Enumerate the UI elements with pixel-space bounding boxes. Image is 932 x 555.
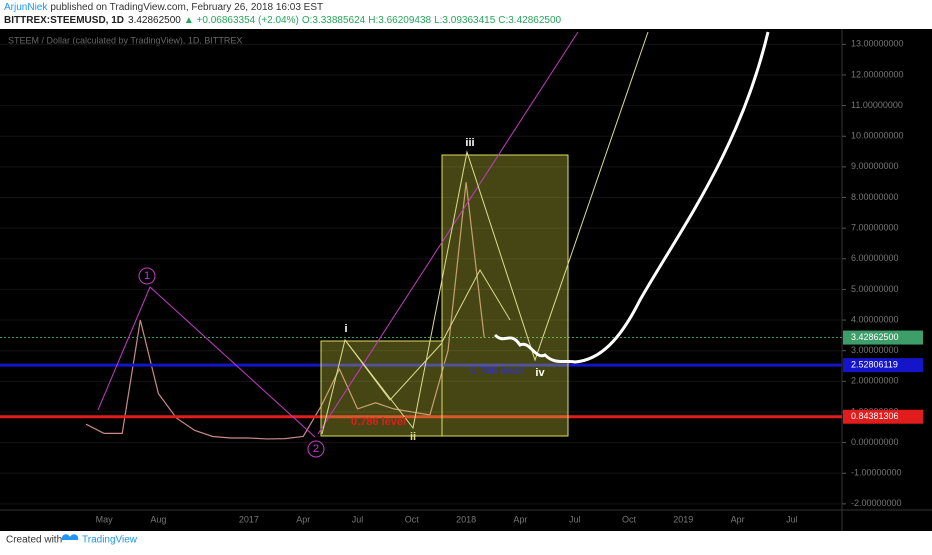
trend-line [317, 31, 579, 435]
symbol: BITTREX:STEEMUSD, 1D [4, 15, 124, 26]
wave-circle [307, 440, 325, 458]
plot: -2.00000000-1.000000000.000000001.000000… [0, 39, 923, 524]
logo [61, 534, 79, 540]
x-tick-label: Jul [786, 514, 798, 524]
x-tick-label: 2018 [456, 514, 476, 524]
box [441, 154, 569, 437]
x-tick-label: Oct [405, 514, 420, 524]
projection [493, 31, 770, 364]
wave-label: iii [465, 137, 474, 149]
fib-label: 0.786 level [470, 365, 523, 377]
x-tick-label: Apr [296, 514, 310, 524]
wave-line [441, 268, 511, 343]
y-tick-label: 13.00000000 [851, 39, 904, 49]
price-tag-label: 2.52806119 [851, 360, 898, 370]
y-tick-label: 12.00000000 [851, 69, 904, 79]
price-tag [843, 330, 923, 345]
author[interactable]: ArjunNiek [4, 2, 48, 13]
chart-area [0, 29, 932, 531]
chart-title: STEEM / Dollar (calculated by TradingVie… [8, 35, 242, 45]
y-tick-label: 4.00000000 [851, 314, 899, 324]
wave-label: 2 [313, 443, 319, 455]
price-tag-label: 0.84381306 [851, 411, 899, 421]
x-tick-label: Aug [150, 514, 166, 524]
x-tick-label: Jul [569, 514, 581, 524]
y-tick-label: 7.00000000 [851, 223, 899, 233]
y-tick-label: 5.00000000 [851, 284, 899, 294]
change: ▲ +0.06863354 (+2.04%) [184, 15, 299, 26]
header-line: ArjunNiek published on TradingView.com, F… [4, 2, 323, 13]
wave-label: iv [535, 367, 545, 379]
wave-label: i [344, 323, 347, 335]
price-tag [843, 358, 923, 373]
footer-brand[interactable]: TradingView [82, 535, 138, 546]
last: 3.42862500 [128, 15, 181, 26]
wave-line [97, 286, 316, 438]
wave-line [344, 339, 443, 401]
price-tag [843, 409, 923, 424]
x-tick-label: Apr [731, 514, 745, 524]
ohlc-line: BITTREX:STEEMUSD, 1D 3.42862500 ▲ +0.06863… [4, 15, 562, 26]
footer-text: Created with [6, 535, 62, 546]
y-tick-label: 10.00000000 [851, 131, 904, 141]
x-tick-label: Oct [622, 514, 637, 524]
drawings: 1 2 i ii iii iv 0.786 level 0.786 level [97, 31, 770, 458]
x-tick-label: Jul [352, 514, 364, 524]
x-tick-label: 2019 [673, 514, 693, 524]
y-tick-label: 8.00000000 [851, 192, 899, 202]
open: O:3.33885624 [302, 15, 366, 26]
y-tick-label: 11.00000000 [851, 100, 903, 110]
y-tick-label: 6.00000000 [851, 253, 899, 263]
x-tick-label: 2017 [239, 514, 259, 524]
price-tag-label: 3.42862500 [851, 332, 899, 342]
x-tick-label: May [96, 514, 114, 524]
wave-label: 1 [144, 270, 150, 282]
wave-circle [138, 267, 156, 285]
y-tick-label: -2.00000000 [851, 498, 902, 508]
price-line [85, 182, 485, 440]
low: L:3.09363415 [434, 15, 496, 26]
y-tick-label: 9.00000000 [851, 161, 899, 171]
high: H:3.66209438 [368, 15, 431, 26]
y-tick-label: 2.00000000 [851, 376, 899, 386]
fib-label: 0.786 level [351, 416, 406, 428]
y-tick-label: 0.00000000 [851, 437, 899, 447]
close: C:3.42862500 [498, 15, 561, 26]
wave-line [321, 31, 649, 435]
y-tick-label: -1.00000000 [851, 468, 902, 478]
wave-label: ii [410, 431, 416, 443]
x-tick-label: Apr [513, 514, 527, 524]
y-tick-label: 3.00000000 [851, 345, 899, 355]
published: published on TradingView.com, February 2… [50, 2, 323, 13]
